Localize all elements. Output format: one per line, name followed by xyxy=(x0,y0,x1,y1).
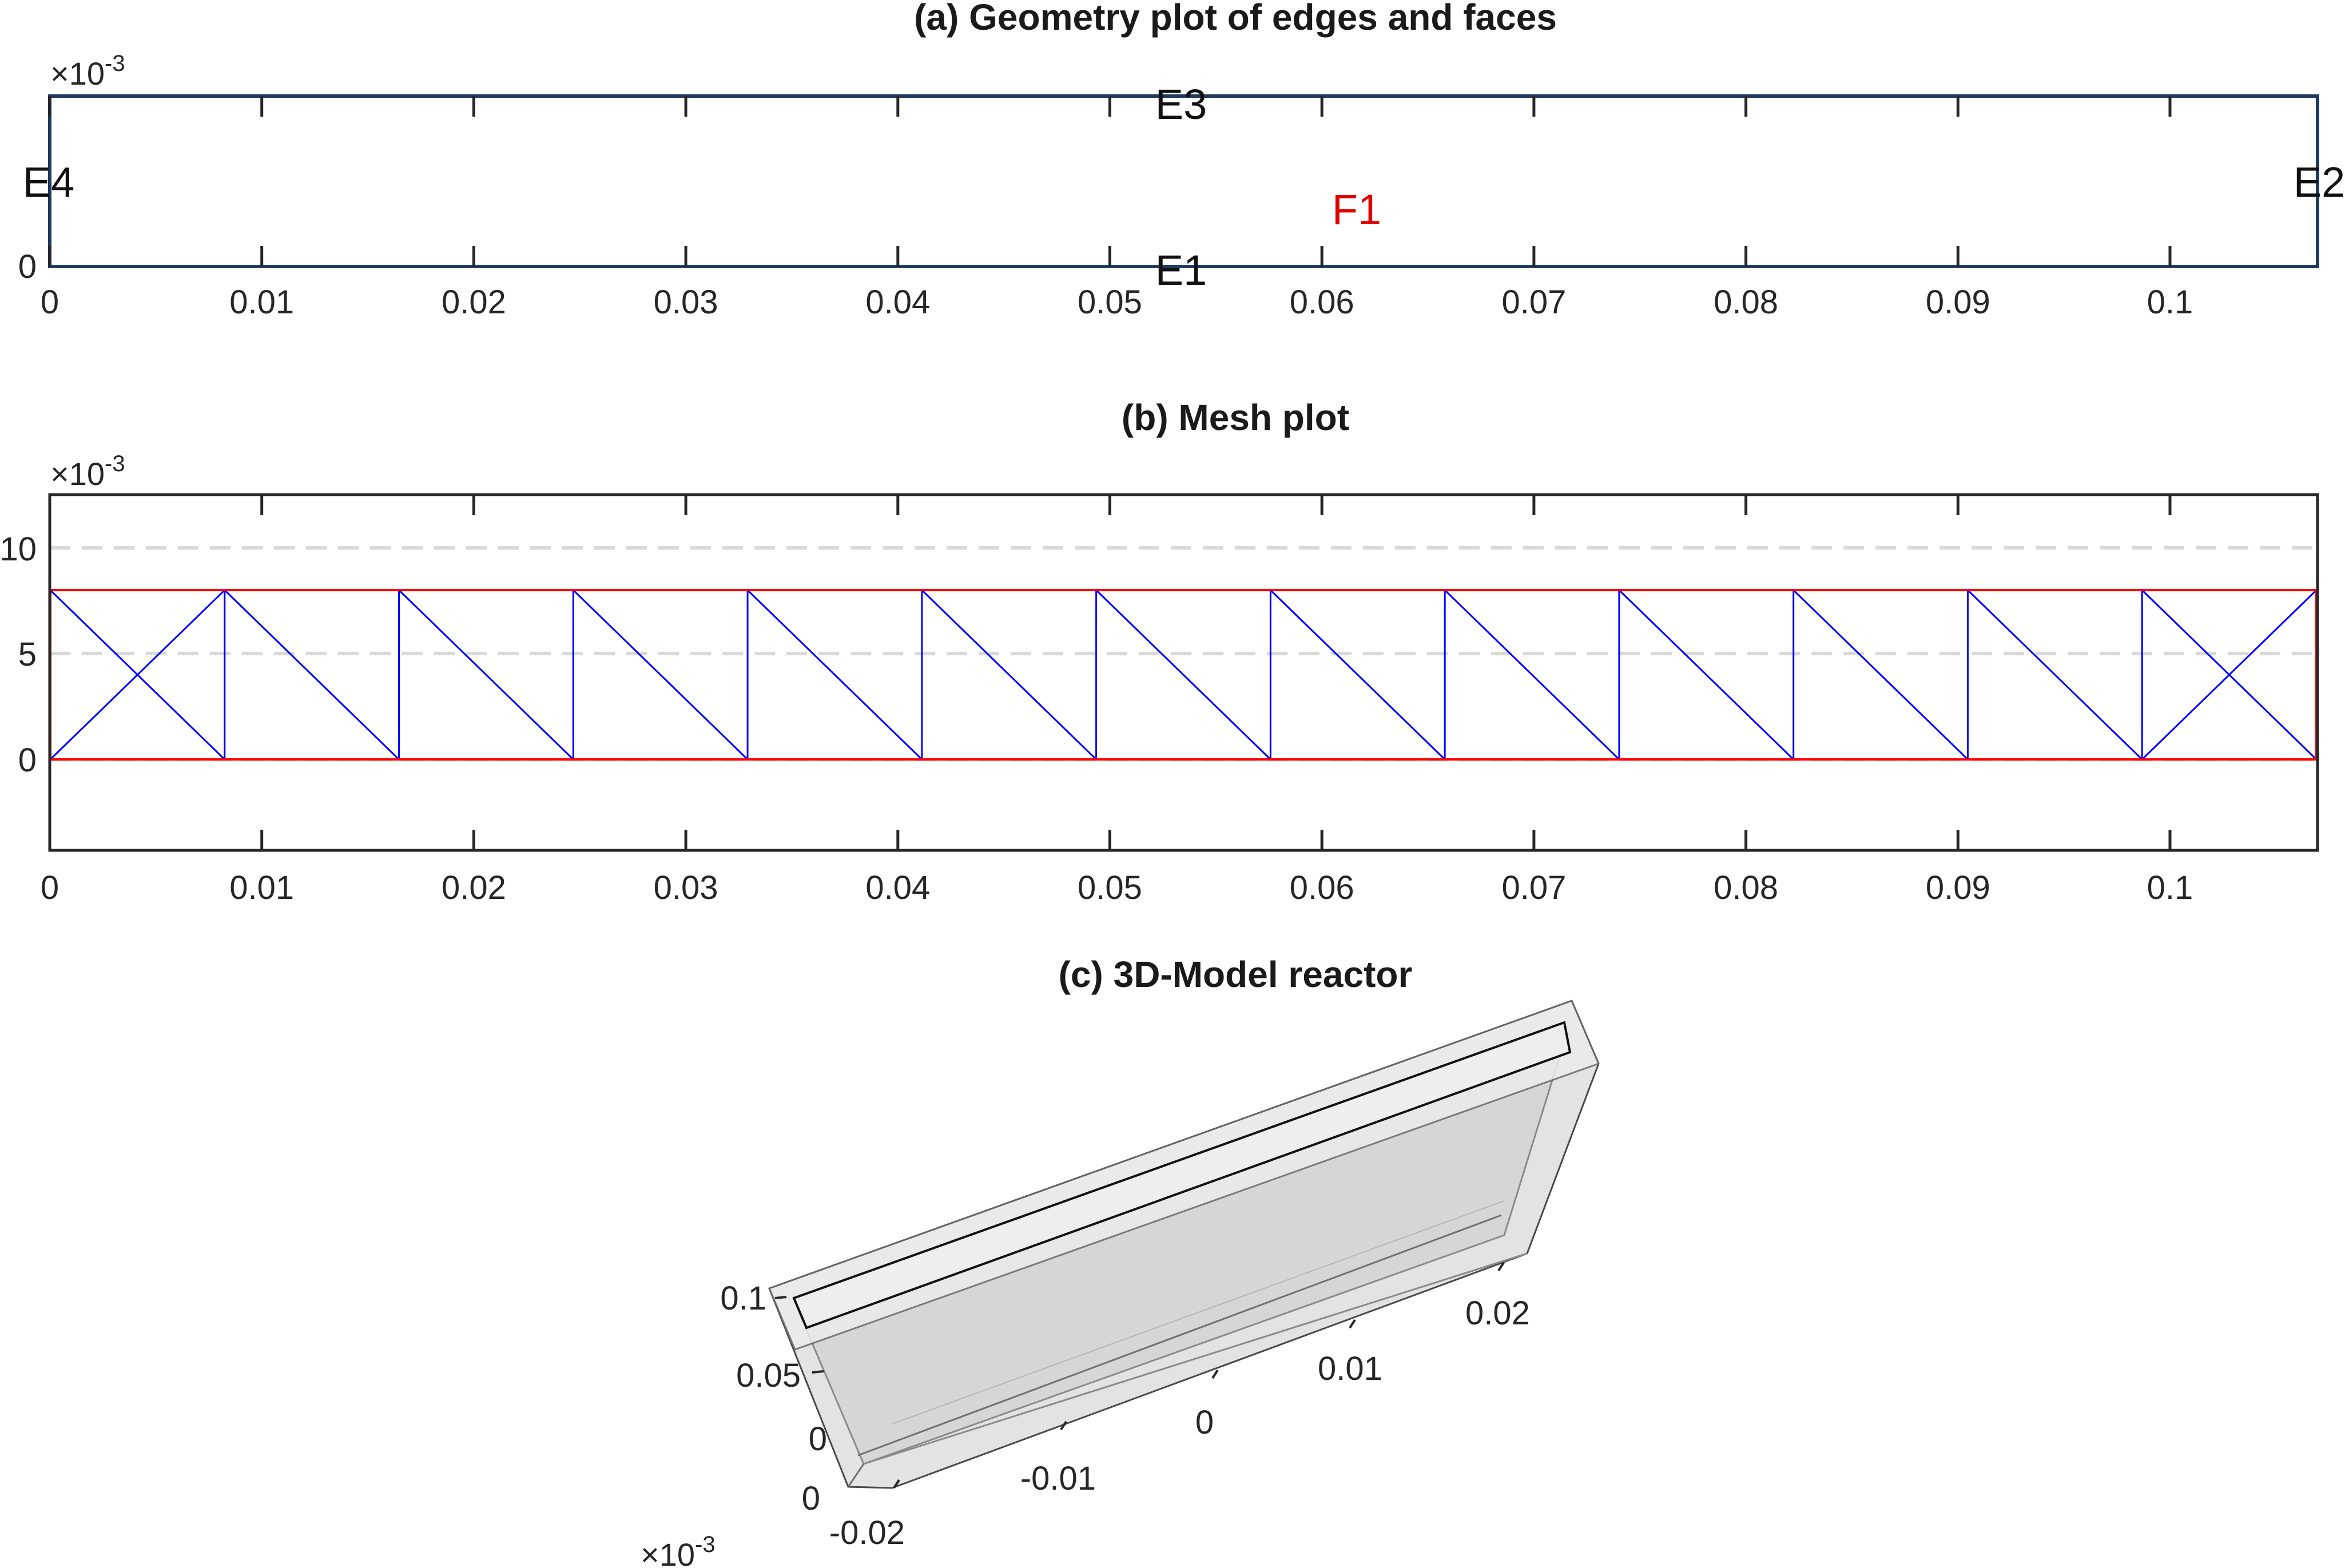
reactor-corner-edge xyxy=(847,1463,865,1487)
panel-b-x-tick-label-1: 0.01 xyxy=(229,869,294,906)
mesh-diagonal-2 xyxy=(398,589,574,761)
panel-c-z-tick-label-0.1: 0.1 xyxy=(720,1280,766,1317)
mesh-triangles xyxy=(49,589,2318,761)
panel-a-top-ticks xyxy=(48,96,2172,117)
panel-a-x-tick-label-10: 0.1 xyxy=(2147,284,2193,321)
panel-b-x-tick-label-5: 0.05 xyxy=(1078,869,1142,906)
3d-tick-y-3 xyxy=(1211,1369,1219,1379)
panel-c-x-tick-label-0: 0 xyxy=(802,1480,820,1517)
panel-b-y-tick-label-0: 0 xyxy=(18,742,37,779)
panel-c-exponent-base: ×10 xyxy=(641,1537,695,1568)
edge-label-e4: E4 xyxy=(23,158,75,206)
panel-c-y-tick-label-0: 0 xyxy=(1195,1404,1214,1441)
3d-tick-y-4 xyxy=(1349,1319,1356,1329)
panel-a-y-exponent-base: ×10 xyxy=(50,55,105,91)
panel-c-y-tick-label-neg0.01: -0.01 xyxy=(1020,1460,1096,1497)
edge-label-e1: E1 xyxy=(1155,246,1207,294)
panel-b-y-tick-label-10: 10 xyxy=(0,531,37,568)
panel-b-x-tick-label-10: 0.1 xyxy=(2147,869,2193,906)
panel-c-exponent-power: -3 xyxy=(695,1532,716,1557)
panel-b-x-tick-label-0: 0 xyxy=(41,869,59,906)
reactor-bottom-edge xyxy=(863,1252,1528,1465)
panel-b-x-tick-label-8: 0.08 xyxy=(1714,869,1778,906)
mesh-diagonal-9 xyxy=(1618,589,1794,761)
edge-label-e2: E2 xyxy=(2294,158,2345,206)
panel-a-x-tick-label-0: 0 xyxy=(41,284,59,321)
panel-b-axes-box xyxy=(48,493,2319,852)
panel-a-y-exponent: ×10-3 xyxy=(50,51,125,91)
panel-a-x-tick-label-8: 0.08 xyxy=(1714,284,1778,321)
panel-a-x-tick-label-2: 0.02 xyxy=(442,284,506,321)
panel-a-geometry-boundary xyxy=(48,94,2319,268)
panel-c-z-tick-label-0.05: 0.05 xyxy=(736,1357,801,1394)
mesh-diagonal-4 xyxy=(747,589,923,761)
panel-c-exponent: ×10-3 xyxy=(641,1532,716,1568)
mesh-cross-diagonal-right xyxy=(2141,589,2318,761)
panel-a-x-tick-label-3: 0.03 xyxy=(654,284,718,321)
panel-b-x-tick-label-3: 0.03 xyxy=(654,869,718,906)
reactor-slot xyxy=(792,1021,1572,1330)
face-label-f1: F1 xyxy=(1332,186,1381,233)
3d-tick-z-2 xyxy=(812,1370,824,1374)
panel-b-y-tick-label-5: 5 xyxy=(18,636,37,673)
mesh-diagonal-1 xyxy=(224,589,400,761)
mesh-diagonal-8 xyxy=(1444,589,1620,761)
panel-b: (b) Mesh plot ×10-3 0 0.01 0.02 0.03 0.04 0.0… xyxy=(0,397,2319,906)
panel-b-bottom-ticks xyxy=(48,830,2172,850)
panel-a-x-tick-label-6: 0.06 xyxy=(1290,284,1354,321)
panel-a-bottom-ticks xyxy=(48,246,2172,266)
panel-c-y-tick-label-neg0.02: -0.02 xyxy=(829,1514,905,1551)
panel-a-x-tick-label-9: 0.09 xyxy=(1926,284,1990,321)
panel-c-y-tick-label-0.01: 0.01 xyxy=(1318,1350,1382,1387)
panel-b-top-ticks xyxy=(48,495,2172,515)
panel-b-x-tick-label-4: 0.04 xyxy=(865,869,930,906)
panel-c-y-tick-label-0.02: 0.02 xyxy=(1465,1295,1530,1332)
3d-tick-y-5 xyxy=(1497,1261,1505,1272)
panel-a-title: (a) Geometry plot of edges and faces xyxy=(914,0,1557,38)
panel-b-x-tick-label-6: 0.06 xyxy=(1290,869,1354,906)
panel-a-x-tick-labels: 0 0.01 0.02 0.03 0.04 0.05 0.06 0.07 0.08 0.09 0.1 xyxy=(41,284,2193,321)
reactor-lower-edge xyxy=(857,1214,1502,1456)
panel-a-x-tick-label-4: 0.04 xyxy=(865,284,930,321)
panel-c: (c) 3D-Model reactor 0.1 0.05 0 0 -0.02 … xyxy=(641,954,1600,1568)
panel-a-y-exponent-power: -3 xyxy=(105,51,125,76)
panel-a-x-tick-label-1: 0.01 xyxy=(229,284,294,321)
panel-b-y-exponent-base: ×10 xyxy=(50,456,105,492)
panel-a: (a) Geometry plot of edges and faces ×10… xyxy=(18,0,2345,321)
mesh-diagonal-3 xyxy=(573,589,749,761)
mesh-cross-diagonal-left xyxy=(49,589,225,761)
panel-b-x-tick-label-2: 0.02 xyxy=(442,869,506,906)
mesh-diagonal-5 xyxy=(921,589,1097,761)
panel-b-y-exponent: ×10-3 xyxy=(50,451,125,492)
reactor-faint-edge xyxy=(892,1200,1505,1424)
3d-tick-y-2 xyxy=(1060,1420,1067,1431)
mesh-diagonal-6 xyxy=(1095,589,1271,761)
mesh-diagonal-7 xyxy=(1270,589,1446,761)
panel-a-x-tick-label-5: 0.05 xyxy=(1078,284,1142,321)
mesh-diagonal-10 xyxy=(1792,589,1969,761)
panel-b-title: (b) Mesh plot xyxy=(1122,397,1349,438)
panel-c-title: (c) 3D-Model reactor xyxy=(1059,954,1413,995)
panel-a-y-tick-label-0: 0 xyxy=(18,248,37,285)
3d-tick-y-1 xyxy=(893,1479,900,1489)
panel-c-z-tick-label-0: 0 xyxy=(809,1420,827,1458)
panel-b-x-tick-label-9: 0.09 xyxy=(1926,869,1990,906)
panel-b-x-tick-labels: 0 0.01 0.02 0.03 0.04 0.05 0.06 0.07 0.08 0.09 0.1 xyxy=(41,869,2193,906)
3d-tick-z-1 xyxy=(774,1296,787,1299)
mesh-diagonal-11 xyxy=(1967,589,2143,761)
panel-a-x-tick-label-7: 0.07 xyxy=(1501,284,1566,321)
panel-b-x-tick-label-7: 0.07 xyxy=(1501,869,1566,906)
edge-label-e3: E3 xyxy=(1155,81,1207,128)
panel-b-y-exponent-power: -3 xyxy=(105,451,125,476)
